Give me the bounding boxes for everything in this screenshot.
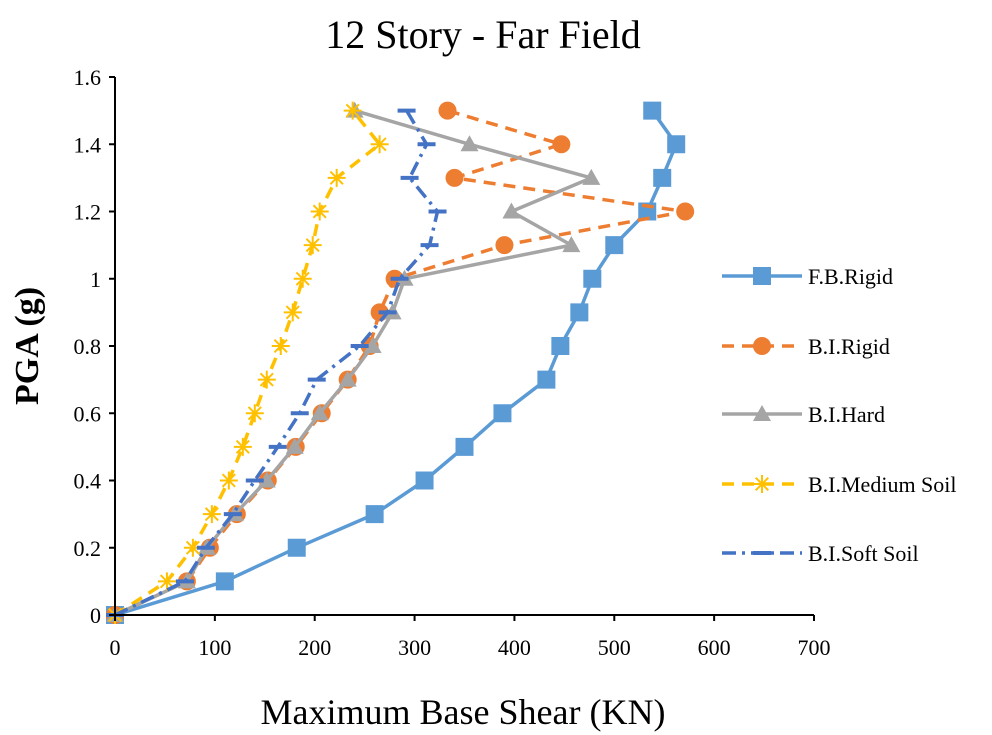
y-tick-label: 1.2 (74, 200, 102, 225)
y-axis-ticks: 0 0.2 0.4 0.6 0.8 1 1.2 1.4 1.6 (74, 65, 116, 628)
data-point (272, 337, 290, 355)
x-tick-label: 200 (298, 635, 331, 660)
data-point (311, 203, 329, 221)
data-point (493, 404, 511, 422)
data-point (366, 505, 384, 523)
x-tick-label: 300 (398, 635, 431, 660)
data-point (439, 102, 457, 120)
legend-label: B.I.Medium Soil (808, 472, 957, 497)
x-tick-label: 500 (598, 635, 631, 660)
y-tick-label: 0 (90, 603, 101, 628)
legend-item: F.B.Rigid (722, 264, 893, 289)
y-tick-label: 0.8 (74, 334, 102, 359)
data-point (288, 539, 306, 557)
legend-item: B.I.Soft Soil (722, 541, 919, 566)
data-point (570, 303, 588, 321)
y-tick-label: 1.6 (74, 65, 102, 90)
series-line (115, 111, 676, 615)
data-point (653, 169, 671, 187)
data-point (446, 169, 464, 187)
x-tick-label: 0 (110, 635, 121, 660)
series-line (115, 111, 685, 615)
legend-item: B.I.Medium Soil (722, 472, 957, 497)
series-line (115, 111, 591, 615)
y-tick-label: 0.4 (74, 469, 102, 494)
legend-marker (753, 475, 771, 493)
x-axis-ticks: 0 100 200 300 400 500 600 700 (110, 615, 831, 660)
data-point (676, 203, 694, 221)
data-point (203, 505, 221, 523)
x-tick-label: 400 (498, 635, 531, 660)
legend-marker (753, 337, 771, 355)
data-point (667, 135, 685, 153)
x-tick-label: 100 (198, 635, 231, 660)
data-point (258, 371, 276, 389)
legend-label: B.I.Soft Soil (808, 541, 919, 566)
data-point (552, 135, 570, 153)
data-point (456, 438, 474, 456)
data-point (583, 270, 601, 288)
data-point (416, 472, 434, 490)
legend-label: B.I.Rigid (808, 334, 890, 359)
legend-label: F.B.Rigid (808, 264, 893, 289)
data-point (537, 371, 555, 389)
data-point (234, 438, 252, 456)
data-point (551, 337, 569, 355)
data-point (216, 572, 234, 590)
x-tick-label: 700 (798, 635, 831, 660)
data-point (344, 102, 362, 120)
chart-title: 12 Story - Far Field (325, 12, 641, 57)
series-line (115, 111, 438, 615)
plot-area (106, 102, 694, 624)
legend-marker (753, 267, 771, 285)
legend-label: B.I.Hard (808, 402, 885, 427)
data-point (605, 236, 623, 254)
data-point (371, 135, 389, 153)
legend-item: B.I.Hard (722, 402, 885, 427)
y-tick-label: 1 (90, 267, 101, 292)
data-point (294, 270, 312, 288)
series-2 (106, 102, 600, 622)
data-point (495, 236, 513, 254)
series-4 (106, 111, 447, 615)
y-axis-title: PGA (g) (9, 287, 46, 405)
series-3 (106, 102, 389, 624)
x-axis-title: Maximum Base Shear (KN) (261, 692, 666, 732)
data-point (284, 303, 302, 321)
y-tick-label: 0.6 (74, 401, 102, 426)
data-point (220, 472, 238, 490)
legend: F.B.Rigid B.I.Rigid B.I.Hard B.I.Medium Soi… (722, 264, 957, 566)
data-point (643, 102, 661, 120)
data-point (328, 169, 346, 187)
data-point (304, 236, 322, 254)
y-tick-label: 0.2 (74, 536, 102, 561)
series-line (115, 111, 380, 615)
legend-item: B.I.Rigid (722, 334, 890, 359)
data-point (246, 404, 264, 422)
data-point (562, 236, 580, 252)
y-tick-label: 1.4 (74, 132, 102, 157)
x-tick-label: 600 (698, 635, 731, 660)
